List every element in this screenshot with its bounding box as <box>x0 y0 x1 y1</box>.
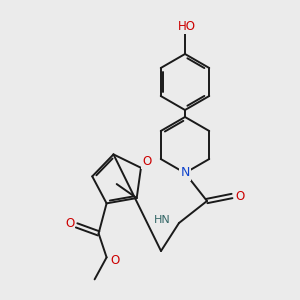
Text: O: O <box>65 217 74 230</box>
Text: HO: HO <box>178 20 196 32</box>
Text: O: O <box>110 254 119 267</box>
Text: O: O <box>236 190 244 202</box>
Text: O: O <box>142 155 152 168</box>
Text: N: N <box>180 167 190 179</box>
Text: HN: HN <box>154 215 171 225</box>
